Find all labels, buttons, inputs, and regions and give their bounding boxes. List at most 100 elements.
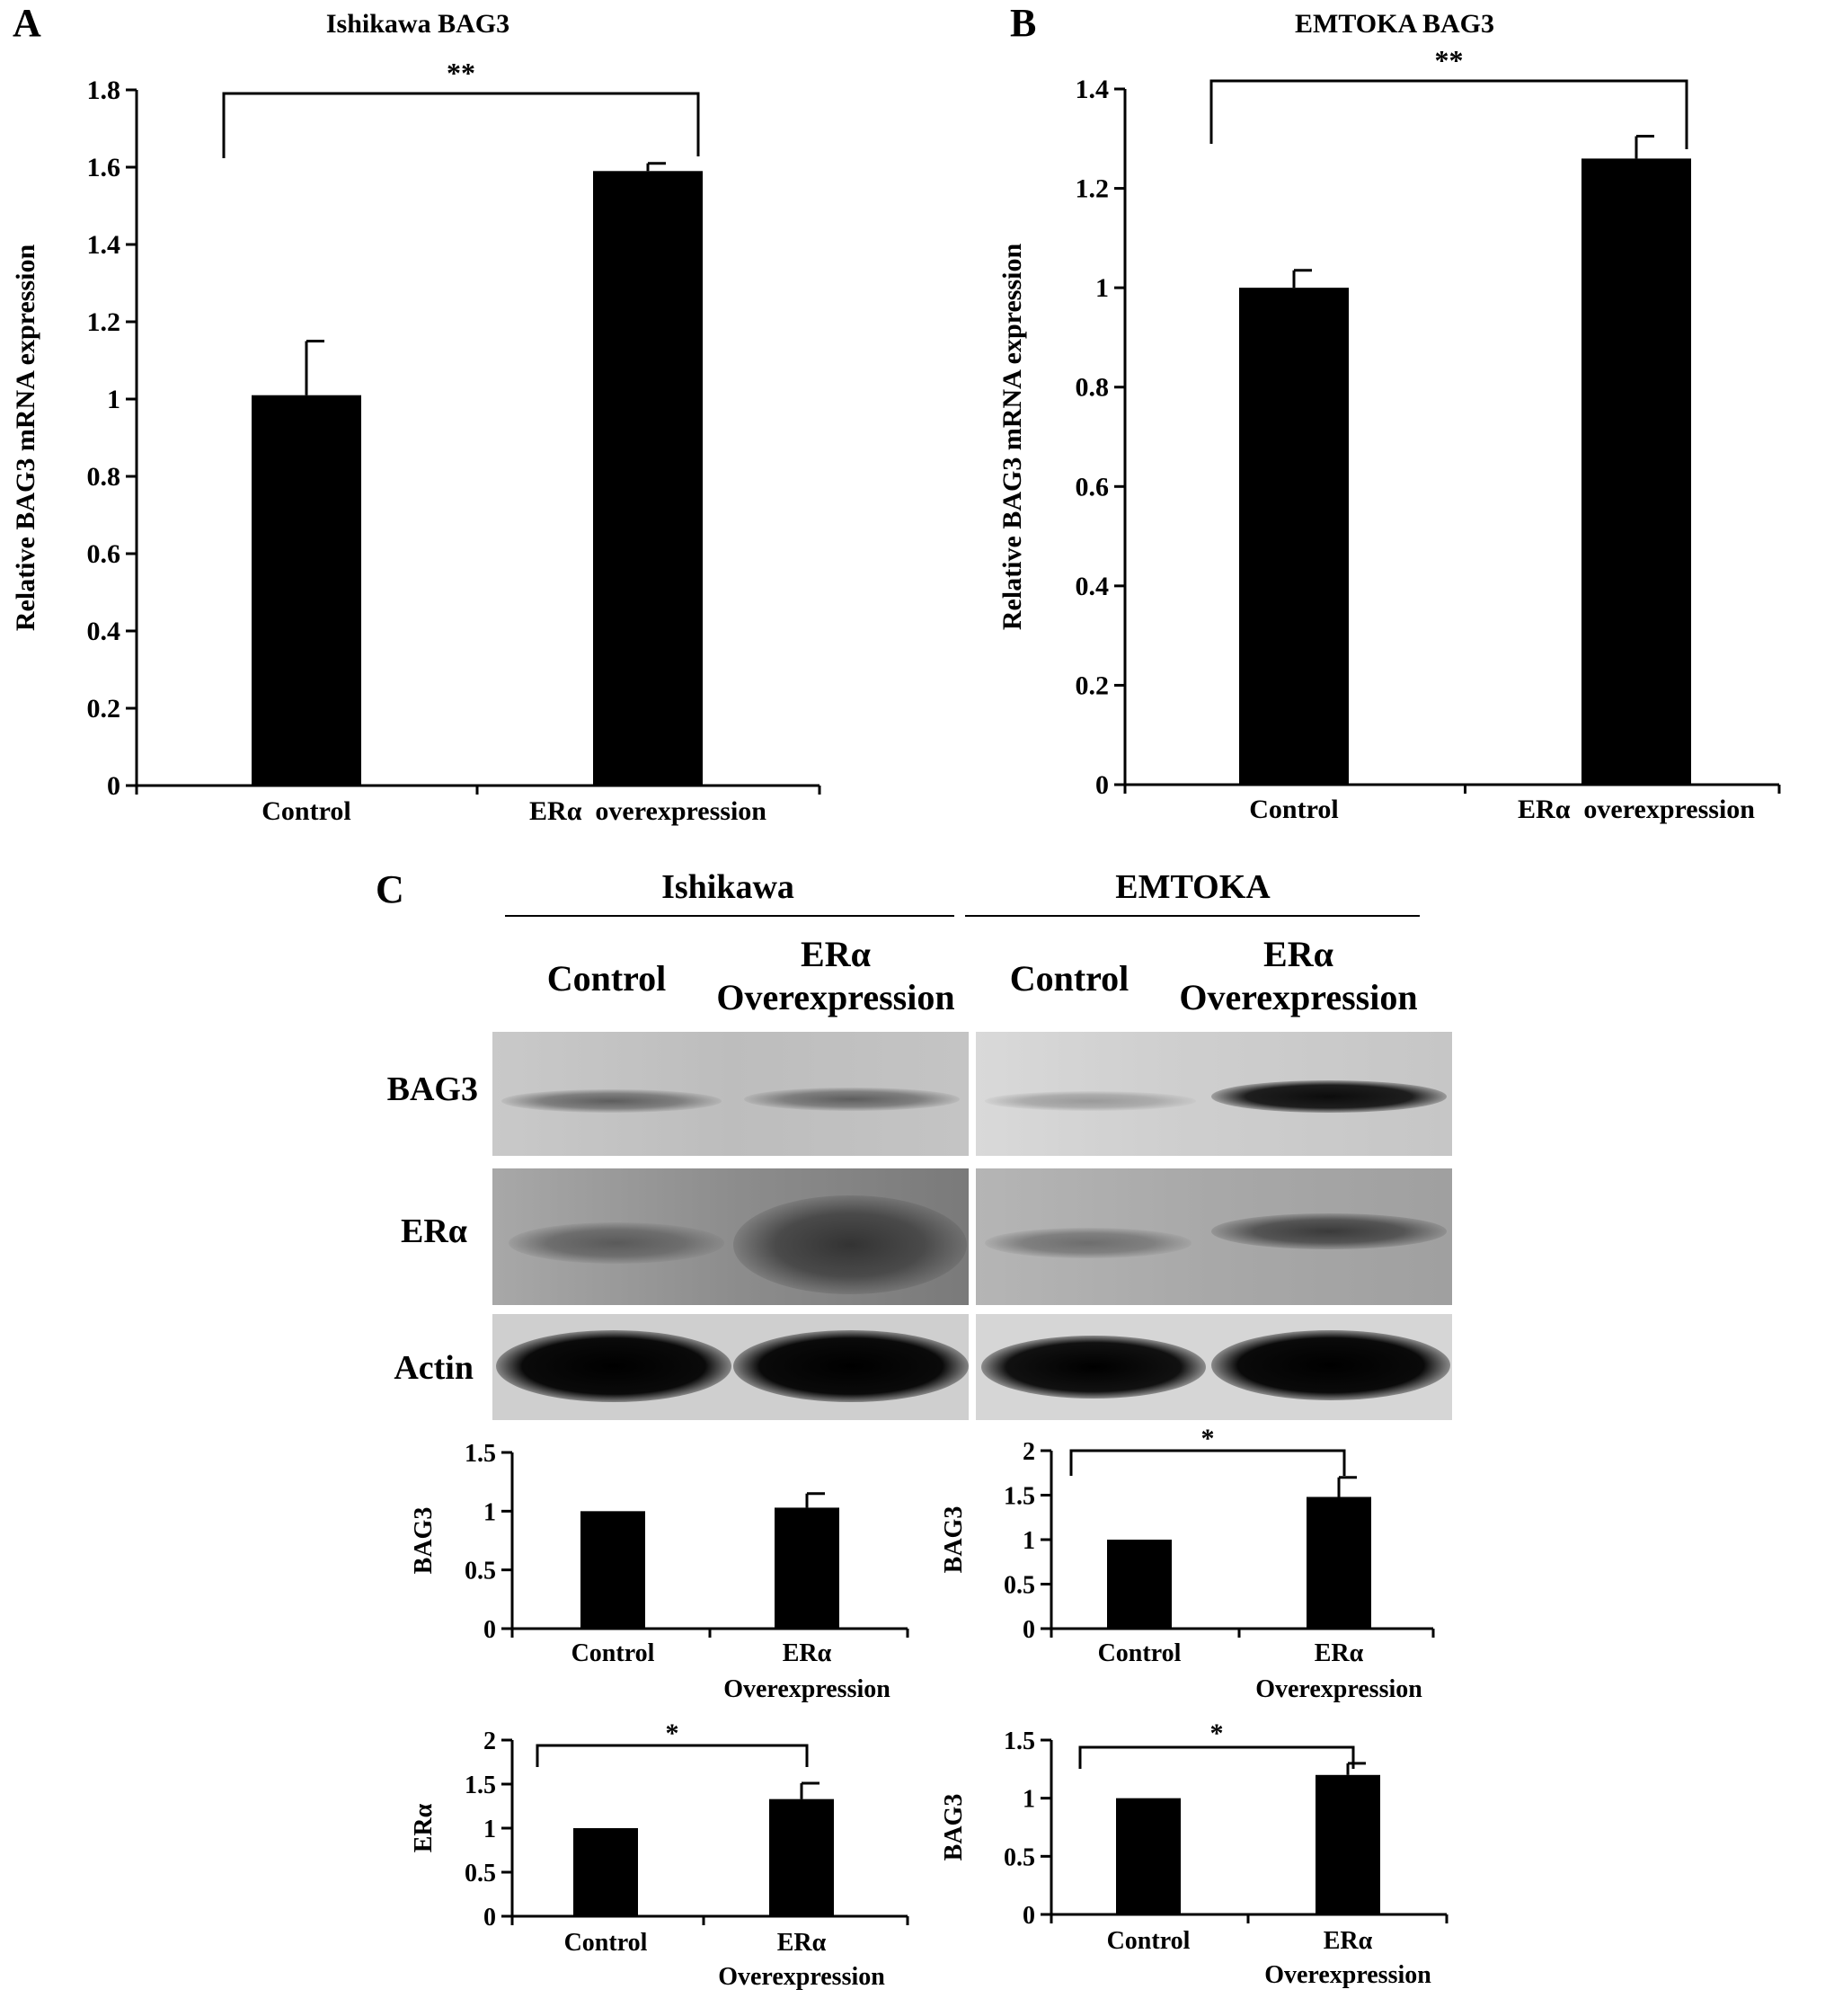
bar — [1581, 158, 1691, 785]
y-tick-label: 1.5 — [1004, 1727, 1035, 1755]
blot-image-emtoka-actin — [976, 1314, 1452, 1420]
bar — [769, 1798, 834, 1916]
blot-image-emtoka-era — [976, 1168, 1452, 1305]
y-axis-label: Relative BAG3 mRNA expression — [11, 244, 40, 632]
bar — [1239, 288, 1349, 786]
significance-marker: * — [1210, 1718, 1224, 1748]
blot-row-label-bag3: BAG3 — [386, 1070, 478, 1108]
y-axis-label: ERα — [410, 1803, 438, 1852]
significance-marker: ** — [1435, 44, 1464, 76]
band — [1211, 1213, 1447, 1249]
band — [1211, 1330, 1450, 1400]
band — [733, 1195, 967, 1294]
y-tick-label: 1.8 — [87, 75, 121, 105]
chart-c-ishikawa-era-quant: ERα 0 0.5 1 1.5 2 Control ERα Overexpression * — [410, 1718, 909, 1991]
y-tick-label: 0.5 — [465, 1860, 496, 1887]
y-tick-label: 2 — [483, 1727, 496, 1755]
blot-image-emtoka-bag3 — [976, 1032, 1452, 1156]
blot-lane-emtoka-era: ERα Overexpression — [1179, 934, 1418, 1017]
y-tick-label: 1.6 — [87, 153, 121, 182]
y-tick-label: 1 — [107, 385, 120, 414]
y-tick-label: 0.8 — [1076, 373, 1110, 403]
x-category-label: Control — [1249, 795, 1338, 824]
chart-a-ishikawa-bag3-mrna: Ishikawa BAG3 Relative BAG3 mRNA expressi… — [11, 9, 821, 826]
blot-image-ishikawa-era — [492, 1168, 969, 1305]
y-tick-label: 1 — [483, 1816, 496, 1843]
y-tick-label: 1 — [1095, 273, 1109, 303]
chart-title: Ishikawa BAG3 — [326, 9, 509, 39]
y-axis-label: BAG3 — [410, 1507, 438, 1575]
significance-bracket — [222, 92, 700, 158]
y-tick-label: 2 — [1023, 1438, 1035, 1466]
blot-image-ishikawa-bag3 — [492, 1032, 969, 1156]
y-tick-label: 1 — [1023, 1786, 1035, 1814]
chart-c-emtoka-bag3-quant-2: BAG3 0 0.5 1 1.5 Control ERα Overexpression * — [940, 1718, 1448, 1989]
y-tick-label: 1.5 — [1004, 1483, 1035, 1511]
x-category-label: ERα — [777, 1929, 827, 1957]
y-tick-label: 0.6 — [1076, 472, 1110, 502]
band — [985, 1091, 1196, 1111]
y-tick-label: 0.8 — [87, 462, 121, 492]
y-tick-label: 0 — [483, 1616, 496, 1644]
y-tick-label: 0 — [1023, 1616, 1035, 1644]
band — [501, 1089, 722, 1113]
y-tick-label: 0.5 — [1004, 1843, 1035, 1871]
x-category-label: ERα — [1315, 1639, 1364, 1667]
y-tick-label: 0.4 — [1076, 572, 1110, 601]
y-tick-label: 0.2 — [1076, 671, 1110, 700]
chart-c-ishikawa-bag3-quant: BAG3 0 0.5 1 1.5 Control ERα Overexpression — [410, 1440, 909, 1703]
x-category-label: Control — [564, 1929, 648, 1957]
y-tick-label: 1.2 — [87, 307, 121, 337]
band — [496, 1330, 731, 1402]
y-tick-label: 0.4 — [87, 617, 121, 646]
chart-title: EMTOKA BAG3 — [1295, 9, 1494, 39]
bar — [593, 171, 703, 786]
bar — [1307, 1496, 1371, 1629]
x-category-label: Control — [571, 1639, 655, 1667]
y-axis-label: BAG3 — [940, 1506, 968, 1574]
bar — [1316, 1774, 1380, 1914]
band — [981, 1336, 1206, 1399]
blot-group-emtoka: EMTOKA — [1115, 868, 1271, 906]
y-tick-label: 0 — [483, 1904, 496, 1932]
panel-letter-c: C — [376, 867, 404, 911]
significance-bracket — [1209, 79, 1688, 149]
bar — [1116, 1798, 1181, 1914]
significance-marker: * — [666, 1718, 679, 1748]
chart-b-emtoka-bag3-mrna: EMTOKA BAG3 Relative BAG3 mRNA expression… — [997, 9, 1781, 824]
y-tick-label: 0 — [1023, 1902, 1035, 1930]
bar — [252, 395, 361, 786]
x-category-label: Overexpression — [718, 1963, 885, 1991]
y-tick-label: 0 — [107, 771, 120, 801]
y-tick-label: 1 — [1023, 1527, 1035, 1555]
blot-group-ishikawa-rule — [505, 915, 954, 917]
blot-lane-emtoka-control: Control — [1009, 958, 1130, 999]
y-tick-label: 0.2 — [87, 694, 121, 724]
blot-row-label-era: ERα — [401, 1212, 467, 1250]
bar — [1107, 1540, 1172, 1629]
x-category-label: Overexpression — [1255, 1675, 1422, 1703]
blot-row-label-actin: Actin — [394, 1349, 474, 1387]
x-category-label: ERα overexpression — [1518, 795, 1755, 824]
chart-c-emtoka-bag3-quant: BAG3 0 0.5 1 1.5 2 Control ERα Overexpression * — [940, 1424, 1435, 1703]
x-category-label: Control — [1107, 1927, 1191, 1955]
y-tick-label: 0.5 — [465, 1558, 496, 1585]
bar — [580, 1511, 645, 1629]
band — [509, 1222, 724, 1264]
y-tick-label: 1.2 — [1076, 174, 1110, 204]
significance-marker: * — [1201, 1424, 1215, 1453]
x-category-label: ERα — [1324, 1927, 1373, 1955]
y-tick-label: 0.5 — [1004, 1572, 1035, 1600]
panel-letter-a: A — [13, 1, 41, 45]
band — [1211, 1080, 1447, 1113]
significance-bracket — [1069, 1449, 1346, 1476]
y-tick-label: 1 — [483, 1498, 496, 1526]
bar — [573, 1828, 638, 1916]
y-axis-label: Relative BAG3 mRNA expression — [997, 244, 1027, 631]
x-category-label: Overexpression — [723, 1675, 890, 1703]
y-tick-label: 1.4 — [87, 230, 121, 260]
significance-bracket — [536, 1744, 809, 1767]
blot-group-ishikawa: Ishikawa — [661, 868, 794, 906]
blot-group-emtoka-rule — [965, 915, 1420, 917]
x-category-label: Control — [261, 796, 350, 826]
